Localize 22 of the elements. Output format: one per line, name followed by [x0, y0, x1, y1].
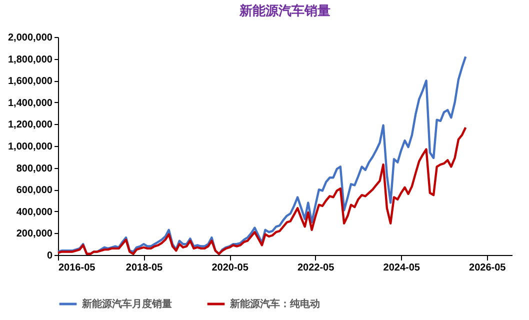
y-tick-label: 1,200,000 [8, 120, 53, 131]
y-tick-label: 0 [46, 250, 53, 262]
y-tick-label: 1,800,000 [8, 54, 53, 66]
y-tick-label: 1,600,000 [8, 76, 53, 88]
x-tick-label: 2018-05 [126, 262, 164, 274]
x-tick-label: 2026-05 [469, 262, 506, 274]
chart-title: 新能源汽车销量 [238, 3, 330, 18]
line-series [56, 126, 467, 256]
x-tick-label: 2022-05 [297, 262, 335, 274]
y-tick-label: 2,000,000 [8, 32, 53, 44]
y-tick-label: 400,000 [16, 206, 53, 218]
legend-label: 新能源汽车：纯电动 [229, 298, 320, 310]
x-tick-label: 2016-05 [58, 262, 96, 274]
y-tick-label: 1,400,000 [8, 98, 53, 109]
y-tick-label: 600,000 [16, 185, 53, 196]
y-tick-label: 200,000 [16, 228, 53, 240]
x-tick-label: 2020-05 [212, 262, 249, 274]
y-tick-label: 1,000,000 [8, 142, 53, 152]
x-tick-label: 2024-05 [383, 262, 420, 274]
legend-label: 新能源汽车月度销量 [81, 298, 172, 310]
y-tick-label: 800,000 [16, 163, 53, 174]
line-series [56, 56, 467, 256]
